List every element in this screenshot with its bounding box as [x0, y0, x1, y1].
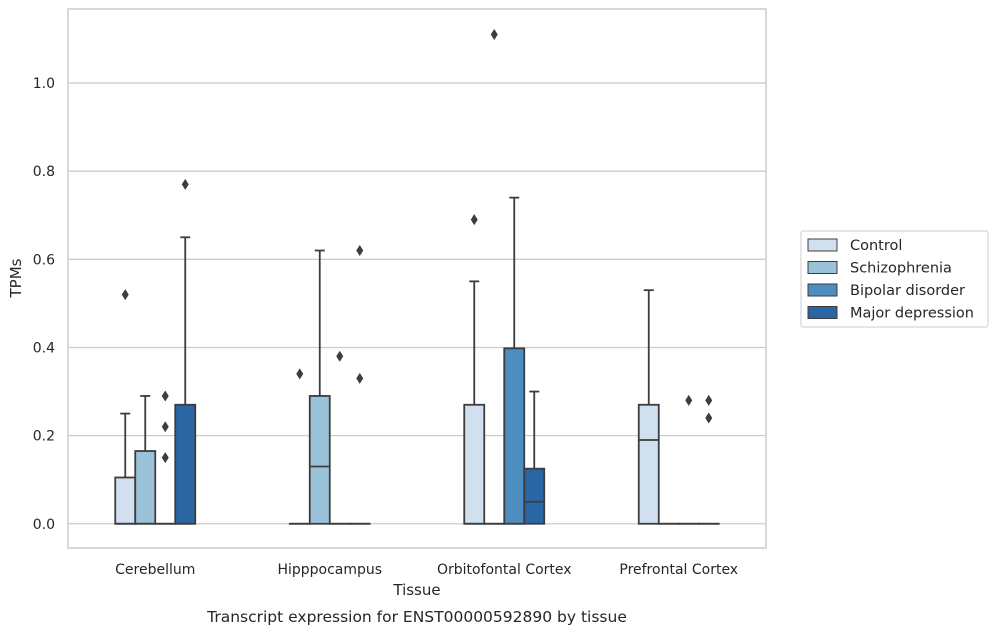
outlier-point	[705, 394, 713, 406]
outlier-point	[685, 394, 693, 406]
box-major-depression	[523, 390, 546, 525]
legend: Control Schizophrenia Bipolar disorder Majo…	[800, 230, 989, 328]
y-tick-label: 0.8	[33, 164, 55, 180]
y-tick-label: 0.0	[33, 517, 55, 533]
y-tick-label: 1.0	[33, 76, 55, 92]
x-tick-label: Prefrontal Cortex	[619, 562, 738, 578]
outlier-point	[181, 178, 189, 190]
box-bipolar-disorder	[154, 390, 177, 525]
box-bipolar-disorder	[677, 394, 700, 525]
y-axis-title: TPMs	[7, 258, 25, 298]
gridlines	[68, 82, 766, 525]
legend-label: Bipolar disorder	[850, 283, 965, 299]
box-schizophrenia	[483, 29, 506, 525]
y-tick-labels: 0.0 0.2 0.4 0.6 0.8 1.0	[33, 76, 55, 533]
box-iqr	[523, 467, 546, 525]
box-control	[288, 368, 311, 525]
legend-swatch	[807, 261, 838, 274]
outlier-point	[356, 245, 364, 257]
box-schizophrenia	[134, 395, 157, 525]
box-bipolar-disorder	[503, 196, 526, 525]
legend-label: Major depression	[850, 306, 974, 322]
y-tick-label: 0.6	[33, 252, 55, 268]
plot-area-frame	[67, 8, 767, 549]
legend-label: Control	[850, 238, 902, 254]
y-tick-label: 0.2	[33, 429, 55, 445]
box-major-depression	[174, 178, 197, 525]
box-control	[463, 214, 486, 525]
x-axis-title: Tissue	[392, 581, 440, 599]
outlier-point	[356, 372, 364, 384]
box-major-depression	[697, 394, 720, 525]
legend-items: Control Schizophrenia Bipolar disorder Majo…	[807, 238, 974, 322]
y-tick-label: 0.4	[33, 340, 55, 356]
x-tick-labels: Cerebellum Hipppocampus Orbitofontal Corte…	[115, 562, 738, 578]
legend-swatch	[807, 283, 838, 297]
outlier-point	[470, 214, 478, 226]
x-tick-label: Cerebellum	[115, 562, 195, 578]
outlier-point	[161, 421, 169, 433]
legend-frame	[800, 230, 989, 328]
outlier-point	[161, 452, 169, 464]
box-control	[114, 289, 137, 525]
box-iqr	[637, 403, 660, 525]
box-iqr	[503, 347, 526, 525]
outlier-point	[705, 412, 713, 424]
box-iqr	[114, 476, 137, 525]
figure-caption: Transcript expression for ENST0000059289…	[206, 608, 627, 626]
legend-swatch	[807, 238, 838, 252]
plot-marks	[114, 29, 720, 525]
outlier-point	[121, 289, 129, 301]
outlier-point	[296, 368, 304, 380]
box-control	[637, 289, 660, 525]
legend-swatch	[807, 306, 838, 319]
box-iqr	[134, 450, 157, 525]
x-tick-label: Orbitofontal Cortex	[437, 562, 572, 578]
box-iqr	[174, 403, 197, 525]
box-schizophrenia	[308, 249, 331, 525]
outlier-point	[336, 350, 344, 362]
box-iqr	[463, 403, 486, 525]
box-bipolar-disorder	[328, 350, 351, 525]
legend-label: Schizophrenia	[850, 261, 952, 277]
outlier-point	[490, 29, 498, 41]
outlier-point	[161, 390, 169, 402]
x-tick-label: Hipppocampus	[277, 562, 382, 578]
box-major-depression	[348, 245, 371, 525]
box-iqr	[308, 395, 331, 525]
